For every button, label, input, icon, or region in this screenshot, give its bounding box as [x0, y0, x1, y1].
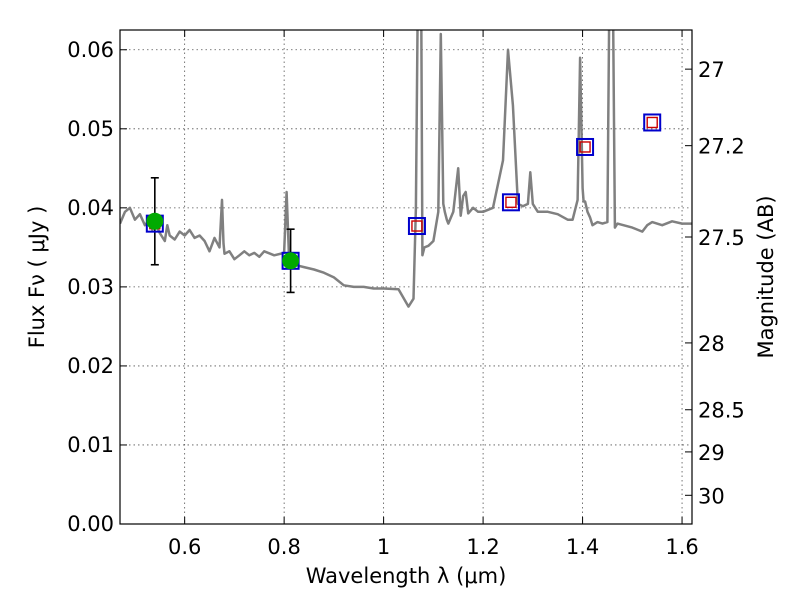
magnitude-tick-label: 30 [698, 484, 725, 508]
model-photometry-square-outer [643, 113, 662, 132]
magnitude-tick-label: 29 [698, 441, 725, 465]
x-tick-label: 0.8 [267, 535, 300, 559]
x-tick-label: 1.2 [466, 535, 499, 559]
x-tick-label: 1 [377, 535, 390, 559]
observed-point [282, 252, 300, 270]
y-tick-label: 0.05 [67, 117, 114, 141]
y-tick-label: 0.00 [67, 512, 114, 536]
model-photometry-square-inner [411, 220, 423, 232]
y-axis-label: Flux Fν ( μJy ) [25, 206, 49, 349]
observed-point [146, 212, 164, 230]
magnitude-axis-label: Magnitude (AB) [754, 195, 778, 358]
model-photometry-square-inner [579, 141, 591, 153]
model-photometry-square-inner [505, 196, 517, 209]
magnitude-tick-label: 27 [698, 58, 725, 82]
x-tick-label: 0.6 [168, 535, 201, 559]
markers-layer [145, 113, 662, 294]
magnitude-tick-label: 28 [698, 332, 725, 356]
model-spectrum-line [120, 30, 692, 308]
plot-area-background [120, 30, 692, 524]
series-layer [120, 30, 692, 308]
model-photometry-square-inner [646, 116, 658, 129]
y-tick-label: 0.02 [67, 354, 114, 378]
magnitude-tick-label: 27.2 [698, 135, 745, 159]
ticks-layer: 0.6 0.8 1 1.2 1.4 1.6 0.00 0.01 0.02 0.03 0.04 0.05… [67, 30, 745, 559]
model-photometry-square-outer [576, 137, 595, 156]
model-photometry-square-outer [407, 217, 426, 236]
x-axis-label: Wavelength λ (μm) [306, 564, 507, 588]
x-tick-label: 1.4 [566, 535, 599, 559]
plot-frame [119, 29, 693, 525]
y-tick-label: 0.04 [67, 196, 114, 220]
magnitude-tick-label: 28.5 [698, 399, 745, 423]
magnitude-tick-label: 27.5 [698, 226, 745, 250]
x-tick-label: 1.6 [665, 535, 698, 559]
model-photometry-square-outer [501, 193, 520, 212]
y-tick-label: 0.03 [67, 275, 114, 299]
y-tick-label: 0.06 [67, 38, 114, 62]
y-tick-label: 0.01 [67, 433, 114, 457]
